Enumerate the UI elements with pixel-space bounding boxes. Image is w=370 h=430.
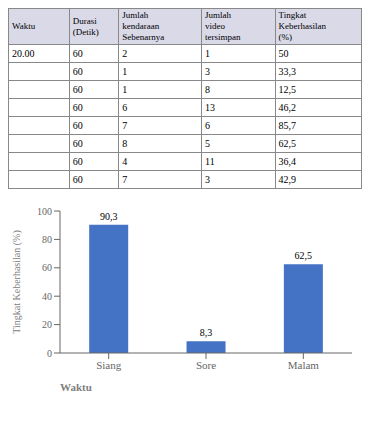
html-text:4: 4 — [122, 155, 128, 167]
html-text:7: 7 — [122, 119, 128, 131]
svg-text:8,3: 8,3 — [200, 327, 213, 338]
html-text:42,9: 42,9 — [278, 173, 296, 185]
html-text:60: 60 — [72, 137, 83, 149]
html-text:60: 60 — [72, 83, 83, 95]
html-text:11: 11 — [205, 155, 215, 167]
html-text:85,7: 85,7 — [278, 119, 296, 131]
html-text:3: 3 — [205, 173, 210, 185]
html-text:36,4: 36,4 — [278, 155, 296, 167]
svg-text:Tingkat Keberhasilan (%): Tingkat Keberhasilan (%) — [11, 230, 23, 334]
html-text:62,5: 62,5 — [278, 137, 296, 149]
svg-text:0: 0 — [47, 348, 52, 359]
html-text:6: 6 — [205, 119, 210, 131]
html-text:12,5: 12,5 — [278, 83, 296, 95]
html-text:6: 6 — [122, 101, 128, 113]
html-text:60: 60 — [72, 155, 83, 167]
html-text:Tingkat Keberhasilan (%): Tingkat Keberhasilan (%) — [278, 10, 326, 42]
html-text:60: 60 — [72, 65, 83, 77]
html-text:46,2: 46,2 — [278, 101, 296, 113]
svg-text:40: 40 — [42, 291, 52, 302]
svg-text:80: 80 — [42, 234, 52, 245]
svg-text:20: 20 — [42, 319, 52, 330]
html-text:20.00: 20.00 — [12, 47, 35, 59]
html-text:Jumlah video tersimpan: Jumlah video tersimpan — [205, 10, 241, 42]
html-text:Waktu: Waktu — [12, 21, 36, 31]
svg-text:Siang: Siang — [96, 359, 122, 371]
html-text:5: 5 — [205, 137, 210, 149]
svg-text:60: 60 — [42, 262, 52, 273]
html-text:Jumlah kendaraan Sebenarnya: Jumlah kendaraan Sebenarnya — [122, 10, 165, 42]
svg-text:100: 100 — [37, 206, 52, 217]
html-text:60: 60 — [72, 47, 83, 59]
html-text:8: 8 — [122, 137, 128, 149]
svg-text:90,3: 90,3 — [100, 211, 118, 222]
html-text:33,3: 33,3 — [278, 65, 296, 77]
html-text:60: 60 — [72, 101, 83, 113]
html-text:Durasi (Detik): Durasi (Detik) — [72, 15, 99, 37]
svg-text:Malam: Malam — [288, 359, 320, 371]
html-text:60: 60 — [72, 173, 83, 185]
svg-text:62,5: 62,5 — [295, 250, 313, 261]
html-text:2: 2 — [122, 47, 128, 59]
html-text:7: 7 — [122, 173, 128, 185]
html-text:8: 8 — [205, 83, 210, 95]
svg-text:Sore: Sore — [196, 359, 216, 371]
html-text:1: 1 — [205, 47, 210, 59]
html-text:13: 13 — [205, 101, 215, 113]
html-text:60: 60 — [72, 119, 83, 131]
html-text:1: 1 — [122, 83, 128, 95]
html-text:50: 50 — [278, 47, 289, 59]
html-text:1: 1 — [122, 65, 128, 77]
html-text:3: 3 — [205, 65, 210, 77]
svg-text:Waktu: Waktu — [60, 381, 92, 393]
